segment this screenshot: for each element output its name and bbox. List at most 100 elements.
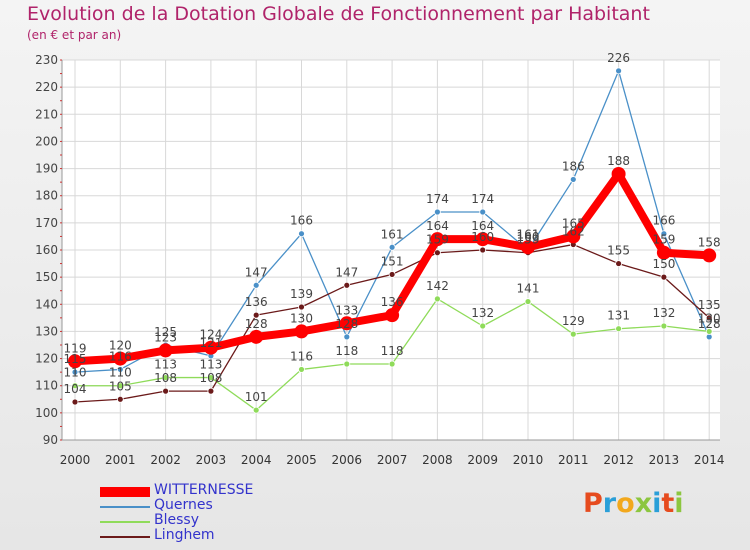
x-tick-label: 2014 [694, 453, 725, 467]
data-point-blessy [388, 360, 396, 368]
data-label-linghem: 108 [154, 371, 177, 385]
data-point-witternesse [702, 248, 717, 263]
legend-item-linghem: Linghem [100, 527, 360, 544]
y-tick-label: 140 [35, 297, 58, 311]
data-label-quernes: 186 [562, 159, 585, 173]
data-point-witternesse [113, 351, 128, 366]
data-point-quernes [71, 368, 79, 376]
logo-letter: r [602, 488, 617, 519]
y-tick-label: 180 [35, 189, 58, 203]
data-point-blessy [71, 382, 79, 390]
data-label-linghem: 147 [335, 265, 358, 279]
data-label-quernes: 166 [652, 214, 675, 228]
data-point-blessy [524, 298, 532, 305]
x-tick-label: 2011 [558, 453, 589, 467]
data-label-blessy: 110 [109, 366, 132, 380]
x-tick-label: 2012 [603, 453, 634, 467]
data-point-linghem [162, 387, 170, 395]
data-point-quernes [116, 366, 124, 373]
chart-subtitle: (en € et par an) [27, 28, 122, 42]
data-label-witternesse: 161 [517, 227, 540, 241]
y-tick-label: 150 [35, 270, 58, 284]
data-point-blessy [705, 328, 713, 335]
y-tick-label: 110 [35, 379, 58, 393]
data-point-witternesse [203, 340, 218, 355]
data-point-witternesse [611, 167, 626, 181]
x-tick-label: 2003 [196, 453, 227, 467]
logo-letter: P [583, 488, 603, 519]
data-point-linghem [705, 314, 713, 322]
data-point-linghem [207, 387, 215, 395]
data-label-quernes: 128 [335, 317, 358, 331]
data-label-blessy: 130 [698, 311, 721, 325]
data-label-linghem: 159 [426, 233, 449, 247]
data-point-witternesse [339, 316, 354, 331]
data-point-quernes [388, 243, 396, 251]
data-point-quernes [615, 67, 622, 75]
data-label-blessy: 101 [245, 390, 268, 404]
data-label-witternesse: 130 [290, 311, 313, 325]
logo-letter: t [661, 488, 675, 519]
data-label-witternesse: 136 [381, 295, 404, 309]
data-label-blessy: 141 [517, 282, 540, 296]
data-point-blessy [660, 322, 668, 330]
legend-item-quernes: Quernes [100, 497, 360, 514]
data-label-quernes: 226 [607, 51, 630, 65]
data-point-linghem [343, 281, 351, 289]
data-label-linghem: 108 [199, 371, 222, 385]
data-label-blessy: 118 [335, 344, 358, 358]
x-tick-label: 2002 [150, 453, 181, 467]
data-label-witternesse: 123 [154, 330, 177, 344]
data-point-blessy [479, 322, 487, 330]
data-point-linghem [660, 273, 668, 281]
x-tick-label: 2001 [105, 453, 136, 467]
data-label-linghem: 136 [245, 295, 268, 309]
logo-letter: o [616, 488, 635, 519]
data-label-blessy: 142 [426, 279, 449, 293]
data-label-witternesse: 164 [426, 219, 449, 233]
x-tick-label: 2005 [286, 453, 317, 467]
x-tick-label: 2006 [332, 453, 363, 467]
data-point-witternesse [521, 240, 535, 255]
data-label-witternesse: 133 [335, 303, 358, 317]
proxiti-logo: Proxiti [583, 488, 684, 519]
data-label-linghem: 159 [517, 233, 540, 247]
data-label-blessy: 131 [607, 309, 630, 323]
x-tick-label: 2010 [513, 453, 544, 467]
data-point-quernes [433, 208, 441, 216]
data-label-witternesse: 158 [698, 235, 721, 249]
legend-swatch-quernes [100, 506, 150, 508]
data-label-linghem: 105 [109, 379, 132, 393]
legend-swatch-witternesse [100, 487, 150, 497]
legend-swatch-linghem [100, 536, 150, 538]
data-label-quernes: 161 [381, 227, 404, 241]
logo-letter: x [634, 488, 653, 519]
data-label-quernes: 125 [154, 325, 177, 339]
legend-label-linghem: Linghem [154, 527, 215, 543]
data-label-blessy: 132 [471, 306, 494, 320]
data-label-linghem: 104 [64, 382, 87, 396]
data-point-blessy [569, 330, 577, 338]
data-label-witternesse: 120 [109, 339, 132, 353]
data-label-witternesse: 159 [652, 233, 675, 247]
data-point-linghem [116, 395, 124, 403]
data-label-witternesse: 188 [607, 154, 630, 168]
x-tick-label: 2000 [60, 453, 91, 467]
data-point-witternesse [566, 229, 581, 244]
data-point-blessy [207, 374, 215, 381]
data-point-linghem [433, 249, 441, 257]
data-label-quernes: 116 [109, 349, 132, 363]
data-label-witternesse: 164 [471, 219, 494, 233]
data-label-blessy: 110 [64, 366, 87, 380]
data-point-witternesse [475, 232, 490, 247]
data-label-linghem: 151 [381, 254, 404, 268]
data-label-blessy: 113 [154, 358, 177, 372]
data-point-linghem [71, 398, 79, 406]
legend-swatch-blessy [100, 521, 150, 523]
data-point-quernes [660, 230, 668, 238]
data-label-linghem: 162 [562, 225, 585, 239]
y-tick-label: 230 [35, 53, 58, 67]
data-point-blessy [343, 360, 351, 368]
logo-letter: i [652, 488, 662, 519]
